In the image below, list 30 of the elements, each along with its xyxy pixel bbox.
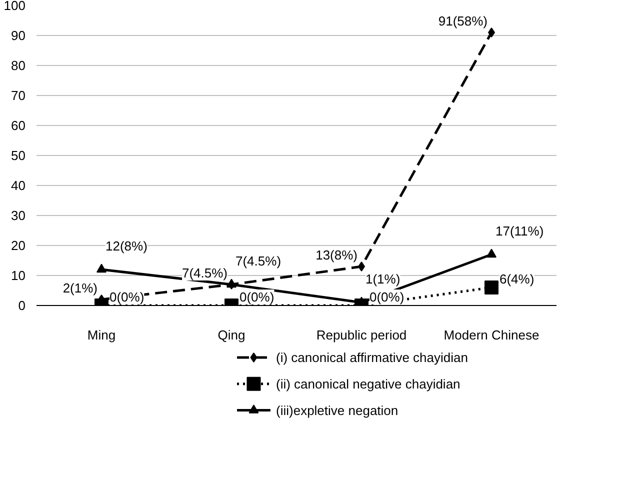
x-tick-label: Qing bbox=[218, 328, 246, 342]
legend-label: (iii)expletive negation bbox=[276, 402, 398, 418]
legend-label: (ii) canonical negative chayidian bbox=[276, 376, 460, 392]
x-tick-label: Republic period bbox=[316, 328, 407, 342]
y-tick-label: 0 bbox=[18, 298, 26, 313]
y-tick-label: 10 bbox=[11, 268, 26, 283]
y-tick-label: 60 bbox=[11, 118, 26, 133]
y-tick-label: 80 bbox=[11, 58, 26, 73]
data-label: 0(0%) bbox=[370, 290, 404, 304]
data-label: 2(1%) bbox=[62, 280, 98, 296]
y-tick-label: 90 bbox=[11, 28, 26, 43]
data-label: 12(8%) bbox=[106, 238, 148, 254]
y-tick-label: 100 bbox=[4, 0, 26, 13]
y-tick-label: 30 bbox=[11, 208, 26, 223]
y-tick-label: 40 bbox=[11, 178, 26, 193]
data-label: 17(11%) bbox=[496, 224, 544, 238]
y-tick-label: 20 bbox=[11, 238, 26, 253]
x-tick-label: Ming bbox=[87, 328, 116, 342]
y-tick-label: 50 bbox=[11, 148, 26, 163]
legend-label: (i) canonical affirmative chayidian bbox=[276, 350, 468, 365]
data-label: 13(8%) bbox=[316, 248, 358, 262]
data-label: 0(0%) bbox=[240, 290, 274, 304]
data-label: 6(4%) bbox=[500, 272, 534, 286]
y-tick-label: 70 bbox=[11, 88, 26, 103]
data-label: 7(4.5%) bbox=[182, 266, 228, 280]
data-label: 0(0%) bbox=[110, 290, 144, 304]
x-tick-label: Modern Chinese bbox=[444, 328, 540, 342]
data-label: 1(1%) bbox=[366, 272, 400, 286]
data-label: 91(58%) bbox=[438, 14, 488, 28]
data-label: 7(4.5%) bbox=[236, 254, 282, 268]
